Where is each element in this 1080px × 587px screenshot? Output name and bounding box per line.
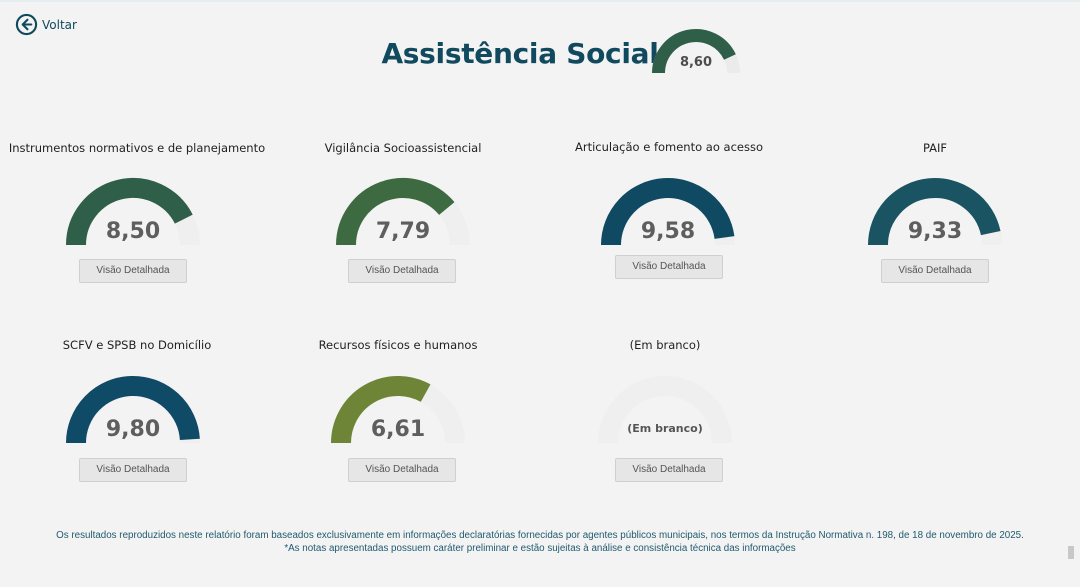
gauge-paif: 9,33	[868, 178, 1002, 246]
gauge-fill	[601, 178, 735, 246]
gauge-instrumentos: 8,50	[66, 178, 200, 246]
gauge-fill	[66, 375, 200, 444]
detailed-view-button-instrumentos[interactable]: Visão Detalhada	[79, 259, 187, 283]
gauge-recursos: 6,61	[331, 376, 465, 444]
gauge-value: 7,79	[375, 219, 431, 244]
card-title-recursos: Recursos físicos e humanos	[318, 338, 478, 352]
detailed-view-button-scfv[interactable]: Visão Detalhada	[79, 458, 187, 482]
gauge-value: 8,50	[105, 219, 161, 244]
back-label: Voltar	[42, 17, 77, 32]
detailed-view-button-em-branco[interactable]: Visão Detalhada	[615, 458, 723, 482]
detailed-view-button-recursos[interactable]: Visão Detalhada	[348, 458, 456, 482]
overall-score-value: 8,60	[679, 55, 713, 70]
gauge-value: (Em branco)	[627, 422, 703, 435]
card-title-articulacao: Articulação e fomento ao acesso	[575, 140, 763, 154]
back-button[interactable]: Voltar	[15, 13, 77, 36]
gauge-fill	[66, 178, 193, 246]
gauge-fill	[331, 376, 431, 444]
detailed-view-button-paif[interactable]: Visão Detalhada	[881, 259, 989, 283]
gauge-value: 6,61	[370, 417, 426, 442]
top-border	[0, 0, 1080, 2]
card-title-scfv: SCFV e SPSB no Domicílio	[62, 338, 212, 352]
gauge-em-branco: (Em branco)	[598, 376, 732, 444]
arrow-left-circle-icon	[15, 13, 38, 36]
overall-score-gauge: 8,60	[652, 29, 740, 74]
gauge-fill	[336, 178, 455, 246]
detailed-view-button-vigilancia[interactable]: Visão Detalhada	[348, 259, 456, 283]
gauge-scfv: 9,80	[66, 375, 200, 444]
footer-line-2: *As notas apresentadas possuem caráter p…	[284, 543, 796, 554]
card-title-em-branco: (Em branco)	[629, 338, 701, 352]
gauge-value: 9,33	[907, 219, 963, 244]
detailed-view-button-articulacao[interactable]: Visão Detalhada	[615, 255, 723, 279]
gauge-fill	[868, 178, 1001, 246]
card-title-vigilancia: Vigilância Socioassistencial	[324, 141, 482, 155]
gauge-articulacao: 9,58	[601, 178, 735, 246]
card-title-instrumentos: Instrumentos normativos e de planejament…	[8, 141, 266, 155]
gauge-vigilancia: 7,79	[336, 178, 470, 246]
scrollbar-thumb[interactable]	[1068, 546, 1074, 559]
footer-disclaimer: Os resultados reproduzidos neste relatór…	[0, 529, 1080, 555]
gauge-value: 9,58	[640, 219, 696, 244]
gauge-fill	[652, 29, 736, 74]
gauge-value: 9,80	[105, 417, 161, 442]
footer-line-1: Os resultados reproduzidos neste relatór…	[56, 530, 1024, 541]
gauge-track	[598, 376, 732, 444]
page-title: Assistência Social	[381, 37, 659, 70]
card-title-paif: PAIF	[922, 141, 948, 155]
